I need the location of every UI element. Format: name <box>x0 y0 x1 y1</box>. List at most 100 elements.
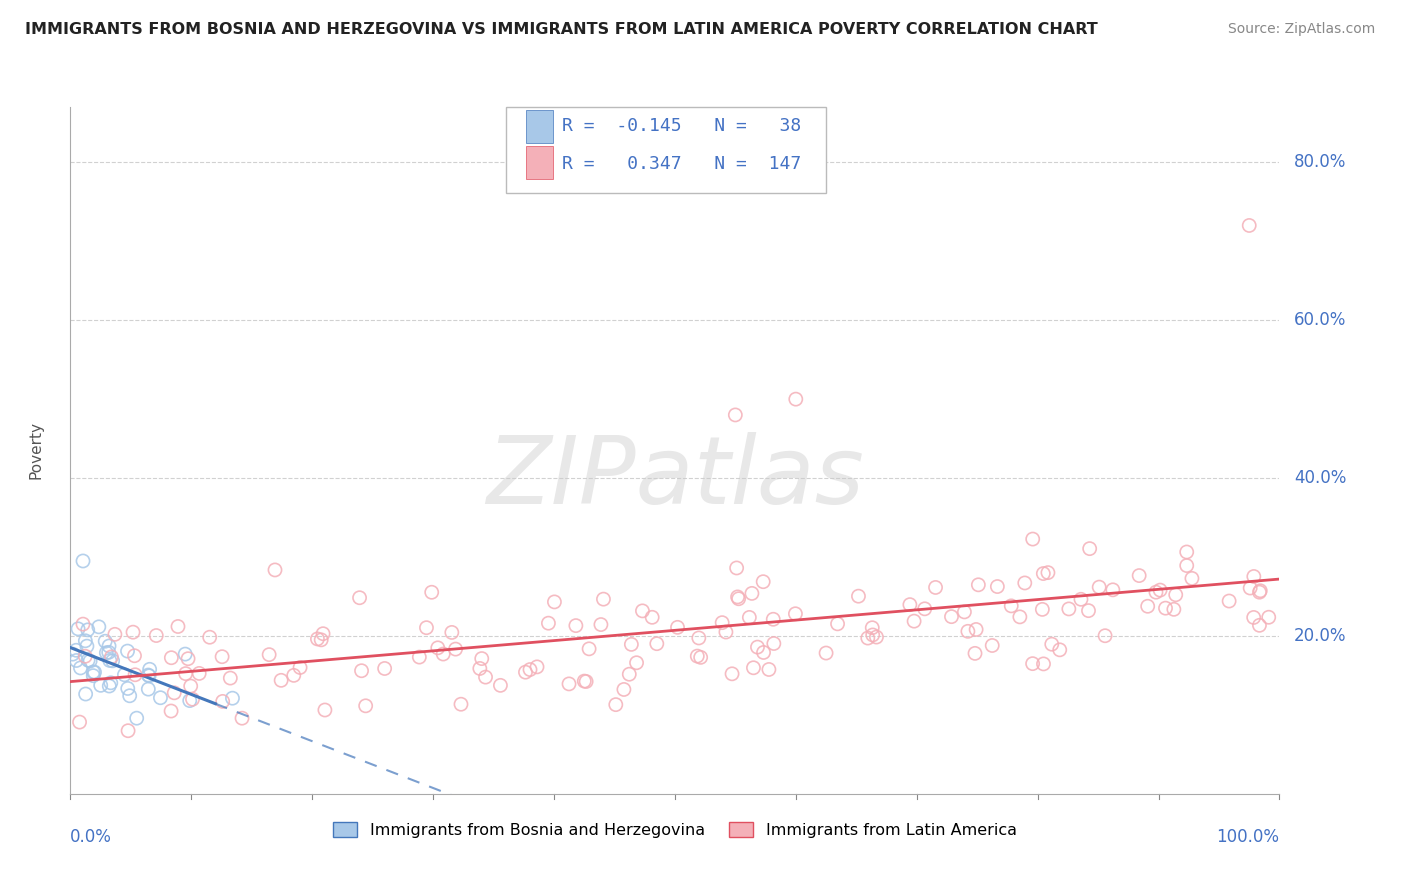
Point <box>179 693 201 707</box>
Point <box>489 678 512 692</box>
Point <box>83 665 105 680</box>
Point <box>77 653 100 667</box>
Point <box>94 634 117 648</box>
FancyBboxPatch shape <box>506 107 827 193</box>
Point <box>1154 601 1177 615</box>
Point <box>125 711 148 725</box>
Point <box>309 632 332 647</box>
Text: 80.0%: 80.0% <box>1294 153 1347 171</box>
Point <box>666 620 689 634</box>
Point <box>924 581 946 595</box>
Point <box>605 698 627 712</box>
Point <box>219 671 242 685</box>
Point <box>1036 566 1059 580</box>
Point <box>574 674 596 689</box>
Point <box>122 625 145 640</box>
Point <box>415 621 437 635</box>
Point <box>101 654 124 668</box>
Point <box>543 595 565 609</box>
Point <box>860 621 883 635</box>
Point <box>198 630 221 644</box>
Point <box>136 682 159 697</box>
Point <box>519 663 541 677</box>
Point <box>82 668 104 682</box>
Text: 20.0%: 20.0% <box>1294 627 1347 645</box>
Text: Poverty: Poverty <box>30 421 44 480</box>
Point <box>1249 618 1271 632</box>
Point <box>100 675 122 690</box>
Point <box>97 645 120 659</box>
Point <box>967 578 990 592</box>
Point <box>307 632 329 646</box>
Point <box>471 651 494 665</box>
Point <box>1239 581 1261 595</box>
Point <box>180 679 202 693</box>
Point <box>725 561 748 575</box>
Point <box>727 591 749 606</box>
Point <box>537 616 560 631</box>
Point <box>752 574 775 589</box>
Text: 0.0%: 0.0% <box>70 828 112 847</box>
Point <box>785 392 807 406</box>
Point <box>270 673 292 688</box>
Point <box>592 592 614 607</box>
Text: R =   0.347   N =  147: R = 0.347 N = 147 <box>562 155 801 173</box>
Point <box>1149 583 1171 598</box>
FancyBboxPatch shape <box>526 146 553 179</box>
Point <box>738 610 761 624</box>
Point <box>986 580 1008 594</box>
Point <box>752 645 775 659</box>
Point <box>1175 558 1198 573</box>
Point <box>589 617 612 632</box>
Point <box>1175 545 1198 559</box>
Point <box>1136 599 1159 614</box>
Point <box>956 624 979 639</box>
Point <box>1031 602 1053 616</box>
Point <box>558 677 581 691</box>
Point <box>1218 594 1240 608</box>
Point <box>565 618 588 632</box>
Point <box>181 692 204 706</box>
Point <box>613 682 636 697</box>
Point <box>848 589 870 603</box>
Point <box>1022 532 1045 546</box>
Point <box>76 639 98 653</box>
Point <box>1014 576 1036 591</box>
Point <box>118 689 141 703</box>
Point <box>82 665 104 679</box>
Point <box>620 637 643 651</box>
Point <box>174 666 197 681</box>
Point <box>965 623 987 637</box>
Point <box>575 674 598 689</box>
Point <box>65 653 87 667</box>
Point <box>688 631 710 645</box>
Point <box>288 660 311 674</box>
Point <box>69 715 91 730</box>
Point <box>641 610 664 624</box>
Point <box>72 554 94 568</box>
Text: IMMIGRANTS FROM BOSNIA AND HERZEGOVINA VS IMMIGRANTS FROM LATIN AMERICA POVERTY : IMMIGRANTS FROM BOSNIA AND HERZEGOVINA V… <box>25 22 1098 37</box>
Point <box>1049 643 1071 657</box>
Point <box>138 662 160 676</box>
Point <box>167 619 190 633</box>
Text: R =  -0.145   N =   38: R = -0.145 N = 38 <box>562 117 801 135</box>
Point <box>741 586 763 600</box>
Point <box>1057 602 1080 616</box>
Point <box>1163 602 1185 616</box>
Point <box>75 649 97 664</box>
Point <box>432 647 454 661</box>
Point <box>98 653 121 667</box>
Point <box>747 640 769 654</box>
Point <box>117 723 139 738</box>
Point <box>67 622 90 636</box>
Point <box>1243 569 1265 583</box>
Point <box>62 647 84 661</box>
Point <box>104 627 127 641</box>
Point <box>1257 610 1279 624</box>
Point <box>408 650 430 665</box>
Point <box>981 639 1004 653</box>
Point <box>862 628 884 642</box>
Point <box>1144 585 1167 599</box>
Point <box>264 563 287 577</box>
Point <box>515 665 537 680</box>
